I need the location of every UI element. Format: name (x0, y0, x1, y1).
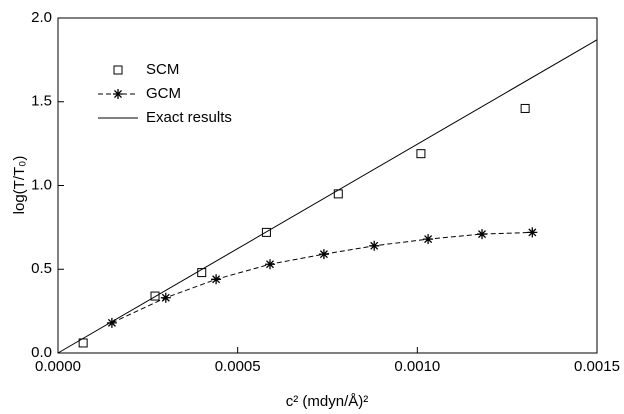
square-marker (416, 149, 426, 159)
star-marker (106, 317, 117, 328)
legend-label: SCM (146, 61, 179, 78)
star-marker (477, 229, 488, 240)
y-tick-label: 2.0 (31, 9, 52, 26)
star-marker (160, 292, 171, 303)
series-line (57, 39, 598, 354)
square-marker (113, 65, 123, 75)
square-marker (333, 189, 343, 199)
y-axis-label: log(T/T₀) (11, 156, 28, 215)
y-tick-label: 1.0 (31, 176, 52, 193)
y-tick-label: 0.5 (31, 260, 52, 277)
x-tick-label: 0.0015 (574, 358, 620, 375)
square-marker (197, 268, 207, 278)
star-marker (113, 89, 123, 99)
star-marker (265, 259, 276, 270)
y-tick-label: 1.5 (31, 93, 52, 110)
legend-label: Exact results (146, 109, 232, 126)
x-tick-label: 0.0005 (215, 358, 261, 375)
x-tick-label: 0.0000 (35, 358, 81, 375)
plot-frame (57, 17, 598, 354)
legend-label: GCM (146, 85, 181, 102)
star-marker (527, 227, 538, 238)
square-marker (520, 103, 530, 113)
star-marker (369, 240, 380, 251)
star-marker (423, 234, 434, 245)
star-marker (211, 274, 222, 285)
series-line (111, 231, 533, 324)
x-tick-label: 0.0010 (394, 358, 440, 375)
y-tick-label: 0.0 (31, 344, 52, 361)
star-marker (318, 249, 329, 260)
x-axis-label: c² (mdyn/Å)² (286, 393, 369, 410)
